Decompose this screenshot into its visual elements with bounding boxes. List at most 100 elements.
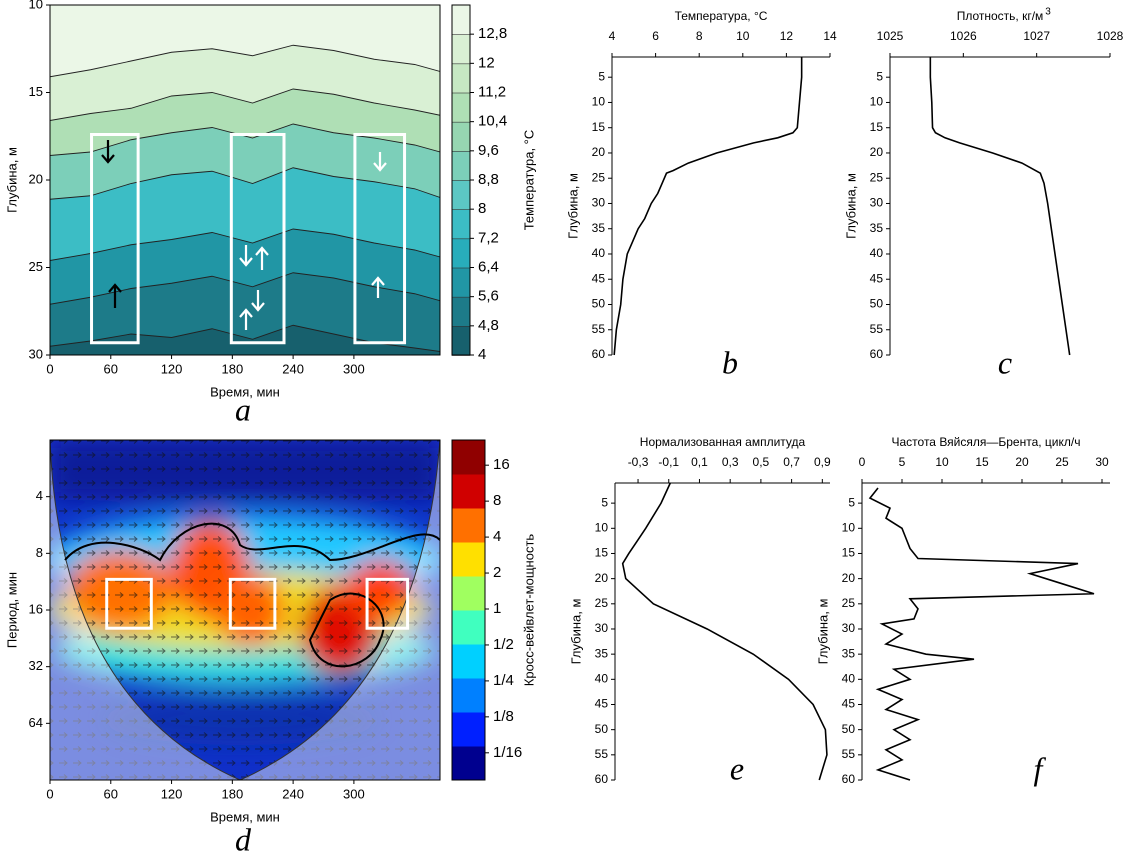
contour-field (50, 5, 440, 355)
axis-title: Частота Вяйсяля—Брента, цикл/ч (892, 435, 1081, 449)
x-tick-label: 180 (221, 786, 243, 801)
y-tick-label: 20 (595, 571, 609, 585)
colorbar-band (452, 508, 485, 543)
x-tick-label: 180 (221, 361, 243, 376)
y-tick-label: 55 (842, 747, 856, 761)
y-tick-label: 40 (592, 246, 606, 260)
x-tick-label: 0 (859, 455, 866, 469)
y-tick-label: 25 (842, 596, 856, 610)
y-tick-label: 60 (595, 772, 609, 786)
y-tick-label: 60 (842, 772, 856, 786)
y-tick-label: 5 (848, 495, 855, 509)
x-tick-label: 240 (282, 361, 304, 376)
y-tick-label: 50 (870, 297, 884, 311)
x-tick-label: 0,5 (753, 455, 770, 469)
colorbar-band (451, 267, 471, 298)
x-tick-label: 0,1 (691, 455, 708, 469)
y-tick-label: 20 (592, 145, 606, 159)
y-tick-label: 32 (29, 658, 43, 673)
profile-line (613, 57, 803, 356)
colorbar-band (452, 576, 485, 611)
highlight-box (90, 133, 140, 345)
panel-letter: a (235, 391, 251, 427)
x-tick-label: 240 (282, 786, 304, 801)
axis-title: Плотность, кг/м (957, 9, 1044, 23)
y-tick-label: 25 (595, 596, 609, 610)
x-tick-label: 4 (609, 29, 616, 43)
panel-letter: e (730, 750, 744, 786)
axis-label: Период, мин (4, 572, 19, 648)
x-tick-label: 10 (935, 455, 949, 469)
panel-letter: c (998, 344, 1012, 380)
x-tick-label: 8 (696, 29, 703, 43)
highlight-box (229, 133, 286, 345)
x-tick-label: 60 (104, 786, 118, 801)
colorbar-band (451, 121, 471, 152)
x-tick-label: 25 (1055, 455, 1069, 469)
colorbar-tick-label: 5,6 (478, 288, 499, 305)
y-tick-label: 30 (842, 621, 856, 635)
y-tick-label: 45 (842, 697, 856, 711)
y-tick-label: 20 (842, 571, 856, 585)
y-tick-label: 5 (601, 495, 608, 509)
profile-line (868, 487, 1095, 781)
y-tick-label: 10 (870, 95, 884, 109)
colorbar-tick-label: 11,2 (478, 83, 506, 100)
y-tick-label: 5 (598, 69, 605, 83)
x-tick-label: 120 (161, 361, 183, 376)
y-tick-label: 40 (842, 671, 856, 685)
axis-label: Кросс-вейвлет-мощность (521, 534, 536, 687)
x-tick-label: 1026 (950, 29, 977, 43)
x-tick-label: 60 (104, 361, 118, 376)
y-tick-label: 35 (842, 646, 856, 660)
profile-line (621, 482, 828, 781)
panel-letter: b (722, 344, 738, 380)
colorbar-frame (451, 439, 486, 781)
y-tick-label: 35 (592, 221, 606, 235)
y-tick-label: 30 (595, 621, 609, 635)
colorbar-tick-label: 1/2 (493, 636, 514, 653)
y-tick-label: 30 (870, 196, 884, 210)
y-tick-label: 60 (592, 347, 606, 361)
panel-letter: d (235, 821, 252, 857)
colorbar-tick-label: 4 (478, 346, 486, 363)
x-tick-label: 300 (343, 786, 365, 801)
colorbar-tick-label: 1/4 (493, 672, 514, 689)
colorbar-band (452, 712, 485, 747)
x-tick-label: 14 (823, 29, 837, 43)
y-tick-label: 50 (592, 297, 606, 311)
colorbar-band (451, 150, 471, 181)
y-tick-label: 35 (595, 646, 609, 660)
colorbar-band (452, 440, 485, 475)
y-tick-label: 45 (595, 697, 609, 711)
x-tick-label: -0,3 (628, 455, 649, 469)
axis-label: Глубина, м (568, 599, 583, 665)
highlight-box (353, 133, 407, 345)
colorbar-tick-label: 2 (493, 564, 501, 581)
colorbar-band (451, 33, 471, 65)
y-tick-label: 40 (870, 246, 884, 260)
colorbar-band (451, 4, 471, 35)
y-tick-label: 35 (870, 221, 884, 235)
colorbar-tick-label: 12 (478, 54, 495, 71)
y-tick-label: 30 (29, 346, 43, 361)
colorbar-tick-label: 1 (493, 600, 501, 617)
colorbar-tick-label: 9,6 (478, 142, 499, 159)
x-tick-label: 1028 (1097, 29, 1124, 43)
colorbar-band (451, 208, 471, 240)
x-tick-label: 0 (46, 786, 53, 801)
y-tick-label: 20 (870, 145, 884, 159)
x-tick-label: 120 (161, 786, 183, 801)
x-tick-label: 300 (343, 361, 365, 376)
y-tick-label: 15 (595, 546, 609, 560)
y-tick-label: 64 (29, 715, 43, 730)
y-tick-label: 50 (595, 722, 609, 736)
colorbar-tick-label: 12,8 (478, 25, 507, 42)
colorbar-tick-label: 1/8 (493, 708, 514, 725)
colorbar-band (451, 63, 471, 94)
y-tick-label: 25 (29, 259, 43, 274)
colorbar-tick-label: 8,8 (478, 171, 499, 188)
x-tick-label: 0,7 (783, 455, 800, 469)
axis-title: Температура, °С (675, 9, 768, 23)
y-tick-label: 5 (876, 69, 883, 83)
